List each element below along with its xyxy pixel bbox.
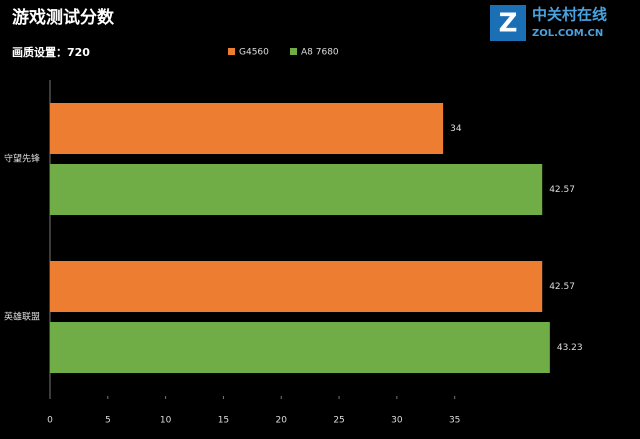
x-tick-label: 0 (47, 416, 53, 426)
watermark: 中关村在线 (532, 6, 607, 24)
data-label: 34 (450, 124, 462, 134)
x-tick-label: 35 (449, 416, 460, 426)
category-label: 守望先锋 (4, 153, 40, 165)
bar (50, 164, 543, 215)
data-label: 43.23 (557, 343, 583, 353)
data-label: 42.57 (549, 185, 575, 195)
x-tick-label: 5 (105, 416, 111, 426)
x-tick-label: 20 (276, 416, 288, 426)
logo-icon (490, 5, 526, 41)
category-label: 英雄联盟 (4, 311, 40, 323)
logo-letter: Z (499, 9, 518, 39)
bar (50, 103, 444, 154)
legend-swatch (228, 48, 235, 55)
legend-swatch (290, 48, 297, 55)
chart-subtitle: 画质设置：720 (12, 45, 90, 59)
watermark-url: ZOL.COM.CN (532, 28, 603, 39)
x-tick-label: 15 (218, 416, 229, 426)
x-tick-label: 30 (391, 416, 403, 426)
legend-label: G4560 (239, 48, 269, 58)
data-label: 42.57 (549, 282, 575, 292)
bar (50, 261, 543, 312)
chart-title: 游戏测试分数 (12, 7, 115, 28)
x-tick-label: 25 (333, 416, 344, 426)
legend-label: A8 7680 (301, 48, 339, 58)
bar (50, 322, 550, 373)
x-tick-label: 10 (160, 416, 172, 426)
